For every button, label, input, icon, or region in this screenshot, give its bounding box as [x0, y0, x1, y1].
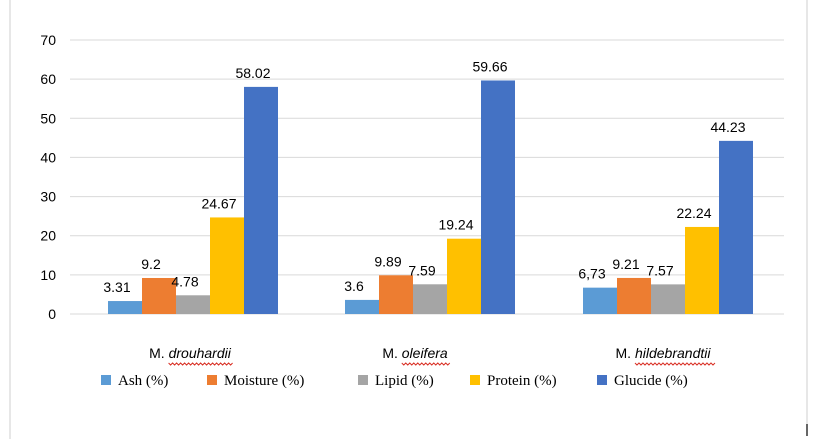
bar — [719, 140, 753, 314]
legend-label: Protein (%) — [487, 373, 557, 389]
bar — [481, 80, 515, 314]
legend-swatch — [207, 375, 217, 385]
y-tick-label: 30 — [40, 189, 56, 205]
legend-swatch — [101, 375, 111, 385]
category-label: M. drouhardii — [149, 345, 232, 361]
bar — [617, 277, 651, 314]
data-label: 19.24 — [438, 217, 473, 233]
spellcheck-underline — [634, 362, 716, 366]
data-label: 6,73 — [578, 266, 605, 282]
bar — [583, 287, 617, 314]
bar — [210, 217, 244, 314]
category-label: M. hildebrandtii — [616, 345, 712, 361]
y-tick-label: 50 — [40, 110, 56, 126]
data-label: 7.59 — [408, 262, 435, 278]
bar — [142, 277, 176, 314]
data-label: 24.67 — [201, 195, 236, 211]
data-labels: 3.31 3.6 6,73 9.2 9.89 9.21 4.78 7.59 7.57 24.67 1… — [103, 58, 745, 295]
bar — [447, 238, 481, 314]
data-label: 7.57 — [646, 262, 673, 278]
bar — [108, 301, 142, 314]
data-label: 58.02 — [235, 65, 270, 81]
data-label: 22.24 — [676, 205, 711, 221]
y-tick-label: 0 — [48, 306, 56, 322]
bar — [413, 284, 447, 314]
category-label: M. oleifera — [382, 345, 448, 361]
y-tick-label: 60 — [40, 71, 56, 87]
bar — [244, 86, 278, 314]
legend-swatch — [597, 375, 607, 385]
bar — [176, 295, 210, 314]
legend-swatch — [358, 375, 368, 385]
y-axis-ticks: 0 10 20 30 40 50 60 70 — [40, 32, 56, 322]
data-label: 9.2 — [141, 256, 161, 272]
bar — [345, 299, 379, 314]
legend-label: Glucide (%) — [614, 373, 688, 389]
legend-swatch — [470, 375, 480, 385]
data-label: 9.21 — [612, 256, 639, 272]
bar — [379, 275, 413, 314]
data-label: 3.6 — [344, 278, 364, 294]
legend-label: Lipid (%) — [375, 373, 434, 389]
legend-label: Moisture (%) — [224, 373, 304, 389]
y-tick-label: 20 — [40, 228, 56, 244]
data-label: 59.66 — [472, 58, 507, 74]
data-label: 4.78 — [171, 273, 198, 289]
y-tick-label: 40 — [40, 149, 56, 165]
bars — [108, 80, 753, 314]
y-tick-label: 70 — [40, 32, 56, 48]
category-labels: M. drouhardii M. oleifera M. hildebrandtii — [149, 345, 716, 366]
data-label: 3.31 — [103, 279, 130, 295]
legend-label: Ash (%) — [118, 373, 168, 389]
spellcheck-underline — [401, 362, 451, 366]
spellcheck-underline — [168, 362, 233, 366]
data-label: 44.23 — [710, 119, 745, 135]
bar — [685, 226, 719, 314]
bar — [651, 284, 685, 314]
legend: Ash (%) Moisture (%) Lipid (%) Protein (%) G… — [101, 373, 688, 389]
y-tick-label: 10 — [40, 267, 56, 283]
data-label: 9.89 — [374, 253, 401, 269]
